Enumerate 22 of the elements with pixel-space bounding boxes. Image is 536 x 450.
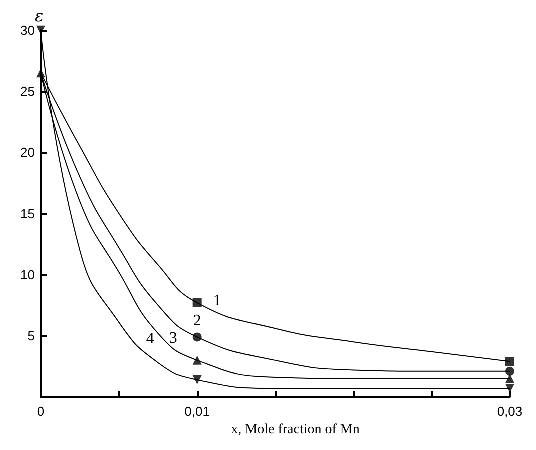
- y-tick-label: 30: [20, 22, 35, 38]
- x-axis-title: x, Mole fraction of Mn: [231, 422, 360, 438]
- y-tick-label: 5: [28, 328, 35, 344]
- y-tick-label: 15: [20, 206, 35, 222]
- series-label: 3: [169, 330, 178, 347]
- x-tick-label: 0: [37, 404, 45, 420]
- point: [506, 374, 514, 384]
- y-tick-label: 25: [20, 84, 35, 100]
- point: [506, 366, 514, 376]
- point: [192, 375, 202, 384]
- point: [506, 357, 514, 366]
- x-tick-label: 0,01: [184, 404, 210, 420]
- point: [192, 332, 202, 342]
- point: [192, 356, 202, 365]
- series-label: 4: [146, 330, 154, 348]
- point: [192, 298, 202, 308]
- series-label: 1: [213, 292, 222, 310]
- y-tick-label: 10: [20, 267, 35, 282]
- x-tick-label: 0,03: [497, 404, 523, 420]
- series-label: 2: [193, 312, 202, 330]
- y-tick-label: 20: [20, 145, 35, 160]
- y-axis-title: ε: [35, 6, 44, 26]
